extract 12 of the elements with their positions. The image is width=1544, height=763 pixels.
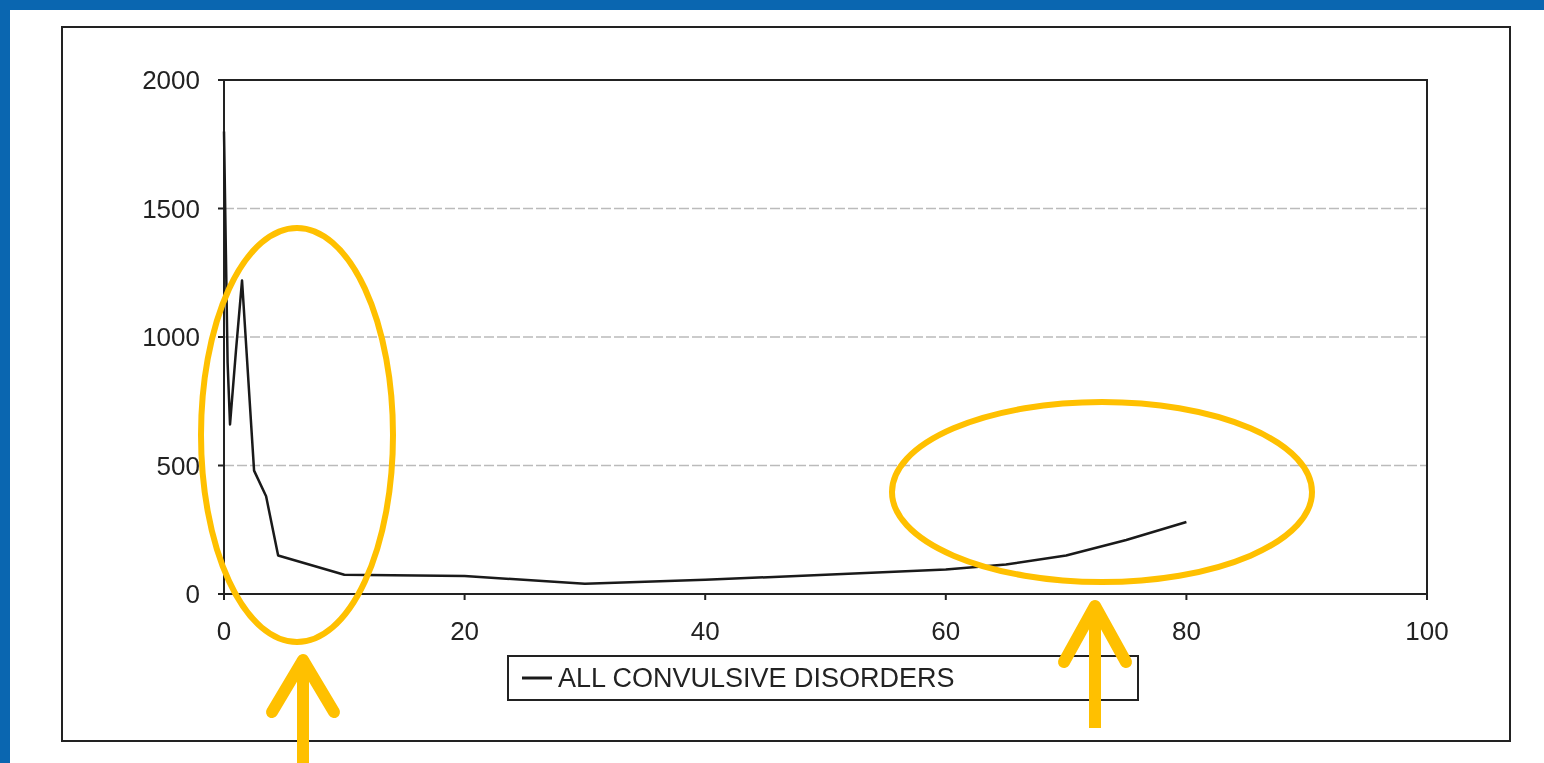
- y-tick-label: 0: [185, 579, 200, 610]
- y-tick-label: 2000: [142, 65, 200, 96]
- x-tick-label: 60: [931, 616, 961, 646]
- x-tick-label: 0: [216, 616, 232, 646]
- x-tick-label: 80: [1171, 616, 1201, 646]
- x-tick-label: 20: [450, 616, 480, 646]
- y-tick-label: 1500: [142, 193, 200, 224]
- y-tick-label: 500: [156, 450, 200, 481]
- y-tick-label: 1000: [142, 322, 200, 353]
- x-tick-label: 100: [1405, 616, 1449, 646]
- x-tick-label: 40: [690, 616, 720, 646]
- legend-label: ALL CONVULSIVE DISORDERS: [558, 663, 955, 694]
